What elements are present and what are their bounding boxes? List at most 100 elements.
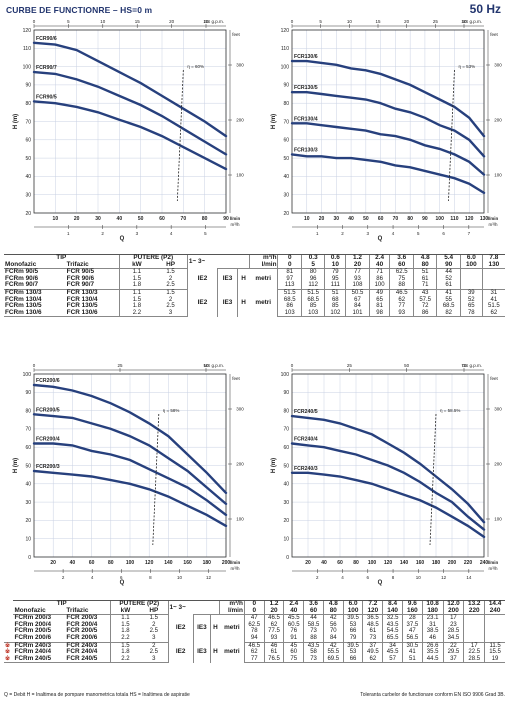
head-value: 96 (300, 275, 325, 283)
usgpm-tick-label: 10 (347, 19, 353, 24)
trifazic-header: Trifazic (65, 261, 120, 270)
head-value: 91 (283, 634, 304, 643)
series-label: FCR130/6 (294, 54, 318, 60)
head-value (481, 268, 505, 276)
x-tick-label: 140 (164, 560, 173, 566)
metri-label: metri (255, 275, 272, 283)
head-value: 84 (345, 303, 370, 310)
chart-fcr200: 0 25 50 US g.p.m. feet 300 200 100 0 10 20 30 40 50 60… (4, 362, 247, 594)
usgpm-tick-label: 15 (375, 19, 381, 24)
feet-tick-label: 200 (494, 118, 502, 123)
y-tick-label: 30 (25, 193, 31, 199)
model-trifazic: FCR 130/6 (65, 309, 120, 318)
y-tick-label: 60 (25, 445, 31, 451)
head-value: 68.5 (277, 296, 302, 304)
series-label: FCR200/3 (36, 464, 60, 470)
usgpm-tick-label: 0 (33, 19, 36, 24)
y-tick-label: 90 (283, 83, 289, 89)
feet-tick-label: 200 (236, 462, 244, 467)
m3h-tick-label: 2 (341, 231, 344, 236)
head-value: 102 (324, 309, 346, 318)
x-tick-label: 130 (480, 216, 489, 222)
blank (193, 607, 220, 616)
head-value: 85 (300, 303, 325, 310)
head-value: 54.5 (382, 628, 403, 635)
series-label: FCR240/4 (294, 437, 318, 443)
model-monofazic: FCRm 200/3 (14, 614, 52, 622)
head-value: 38.5 (421, 628, 444, 635)
page-title: CURBE DE FUNCTIONRE – HS=0 m (6, 5, 153, 15)
efficiency-line (152, 413, 160, 546)
y-tick-label: 10 (283, 537, 289, 543)
usgpm-unit: US g.p.m. (204, 363, 224, 368)
usgpm-tick-label: 15 (135, 19, 141, 24)
chart-fcr130: 0 5 10 15 20 25 30 US g.p.m. feet 300 200 100 20 30 40… (262, 18, 505, 250)
h-label: H (209, 614, 220, 643)
h-label: H (209, 642, 220, 663)
phase-header: 1~ 3~ (167, 599, 194, 615)
head-value: 97 (277, 275, 302, 283)
head-value: 77 (243, 655, 265, 664)
power-hp: 2.5 (149, 628, 158, 635)
head-value: 72 (412, 303, 437, 310)
head-value: 58.5 (303, 621, 324, 629)
model-trifazic: FCR 130/3 (66, 288, 98, 296)
series-label: FCR90/6 (36, 36, 57, 42)
table-header-row: Monofazic Trifazic kW HP l/min 0 20 40 60 80 100 12… (4, 607, 505, 616)
m3h-tick-label: 6 (120, 575, 123, 580)
head-value: 75 (389, 275, 414, 283)
usgpm-tick-label: 20 (404, 19, 410, 24)
head-value: 62 (362, 655, 383, 664)
model-trifazic: FCR 90/6 (66, 274, 95, 282)
m3h-unit: m³/h (231, 566, 240, 571)
head-value (463, 634, 485, 643)
x-tick-label: 200 (222, 560, 231, 566)
head-value: 62 (263, 621, 284, 629)
q-lmin-value: 120 (362, 607, 383, 616)
x-tick-label: 100 (368, 560, 377, 566)
y-axis-label: H (m) (271, 114, 277, 129)
q-m3h-value: 3.6 (389, 253, 414, 262)
head-value: 37 (362, 642, 383, 650)
efficiency-label: η = 60% (187, 64, 204, 69)
y-tick-label: 50 (283, 156, 289, 162)
model-monofazic: FCRm 240/3 (14, 641, 52, 649)
head-value: 94 (243, 634, 265, 643)
x-tick-label: 100 (126, 560, 135, 566)
series-line (290, 414, 486, 524)
chart-fcr240: 0 25 50 75 US g.p.m. feet 300 200 100 0 10 20 30 40 50… (262, 362, 505, 594)
head-value: 76 (283, 628, 304, 635)
head-value: 86 (412, 309, 437, 318)
y-tick-label: 30 (25, 500, 31, 506)
x-tick-label: 50 (363, 216, 369, 222)
y-tick-label: 50 (25, 156, 31, 162)
lmin-unit: l/min (230, 560, 241, 565)
head-value: 60 (283, 649, 304, 656)
power-kw: 1.1 (118, 268, 155, 276)
efficiency-label: η = 58% (163, 408, 180, 413)
feet-unit: feet (490, 32, 498, 37)
head-value: 62 (243, 649, 265, 656)
m3h-tick-label: 12 (441, 575, 447, 580)
lmin-unit: l/min (230, 216, 241, 221)
x-tick-label: 60 (159, 216, 165, 222)
head-value: 69.5 (322, 655, 344, 664)
head-value: 49 (368, 289, 390, 297)
head-value: 22 (442, 642, 464, 650)
head-value: 56 (322, 621, 344, 629)
model-monofazic: FCRm 90/7 (4, 282, 66, 290)
m3h-tick-label: 10 (416, 575, 422, 580)
lmin-header: l/min (219, 607, 245, 616)
head-value: 55.5 (322, 649, 344, 656)
x-tick-label: 90 (422, 216, 428, 222)
head-value: 55 (436, 296, 461, 304)
head-value: 46.5 (243, 642, 265, 650)
y-tick-label: 70 (283, 119, 289, 125)
feet-tick-label: 200 (494, 462, 502, 467)
head-value (481, 282, 505, 290)
head-value: 80 (300, 268, 325, 276)
q-lmin-value: 40 (368, 261, 390, 270)
head-value: 84 (322, 634, 344, 643)
hp-header: HP (154, 261, 188, 270)
